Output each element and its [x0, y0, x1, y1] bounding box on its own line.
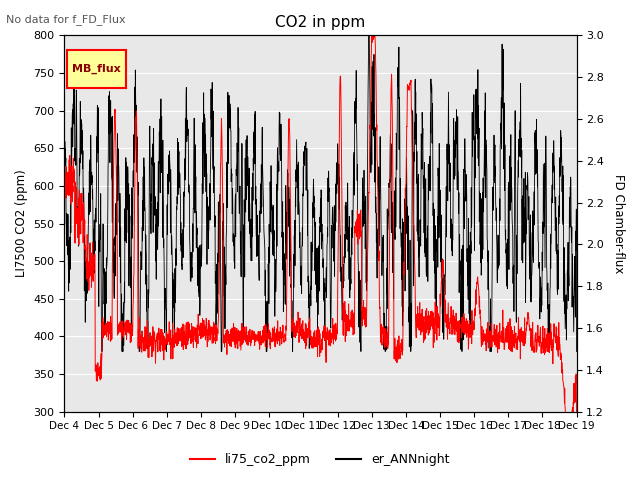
Title: CO2 in ppm: CO2 in ppm	[275, 15, 365, 30]
Y-axis label: LI7500 CO2 (ppm): LI7500 CO2 (ppm)	[15, 169, 28, 277]
Legend: li75_co2_ppm, er_ANNnight: li75_co2_ppm, er_ANNnight	[186, 448, 454, 471]
Y-axis label: FD Chamber-flux: FD Chamber-flux	[612, 174, 625, 273]
Text: No data for f_FD_Flux: No data for f_FD_Flux	[6, 14, 126, 25]
